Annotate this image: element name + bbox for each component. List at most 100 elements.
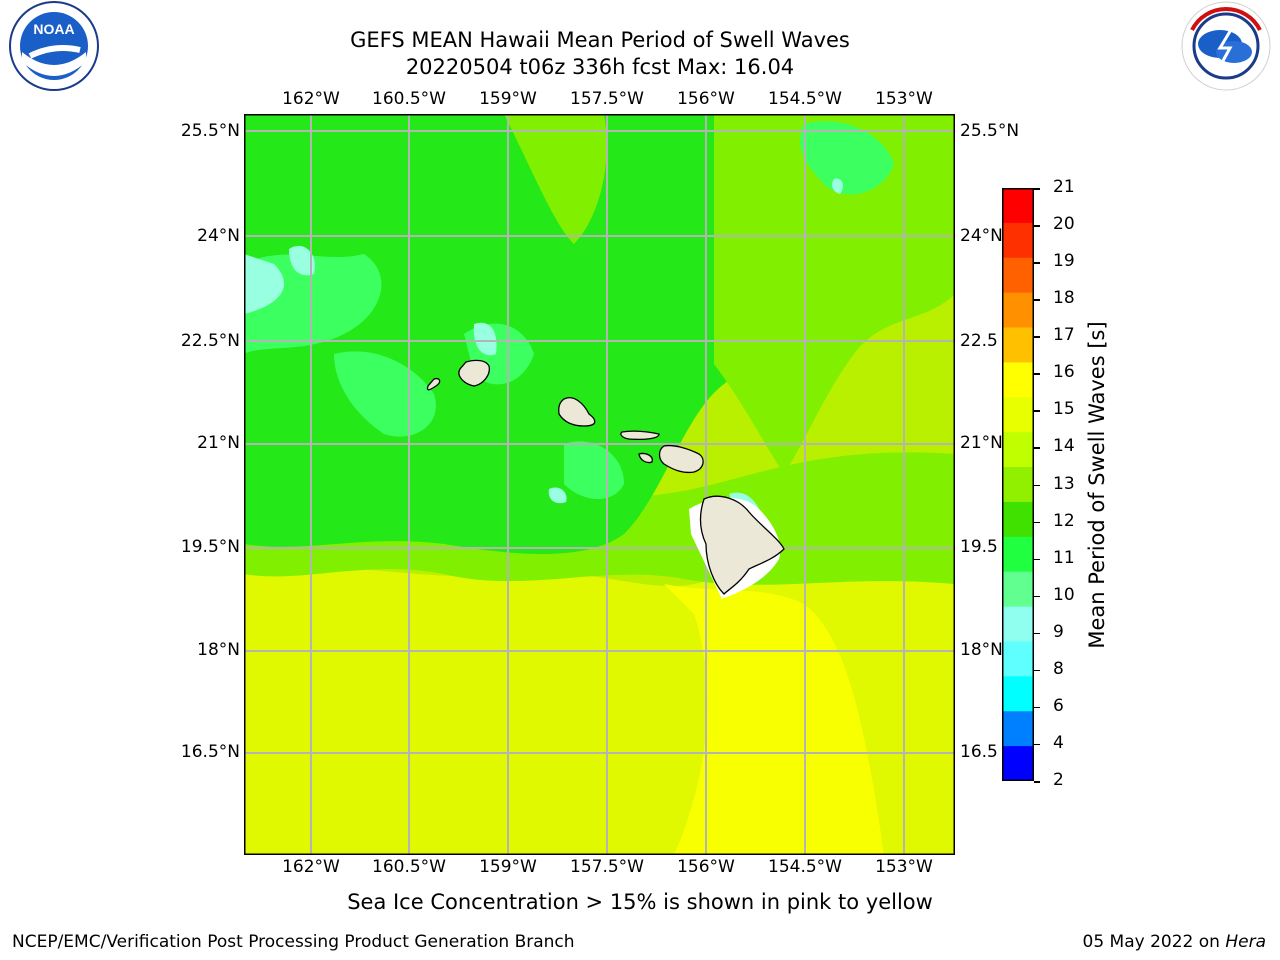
colorbar-segment (1002, 746, 1034, 781)
lat-label-right: 21°N (960, 433, 1003, 453)
colorbar-segment (1002, 641, 1034, 677)
colorbar-tick-label: 14 (1053, 436, 1075, 457)
plot-title-line1: GEFS MEAN Hawaii Mean Period of Swell Wa… (350, 28, 850, 52)
colorbar-segment (1002, 571, 1034, 608)
lon-label-bottom: 156°W (677, 857, 735, 877)
colorbar-tick-mark (1034, 669, 1040, 672)
colorbar-tick-mark (1034, 262, 1040, 264)
lon-label-bottom: 160.5°W (372, 857, 446, 877)
field-lt10 (289, 245, 315, 276)
colorbar-segment (1002, 711, 1034, 747)
colorbar-segment (1002, 397, 1034, 433)
colorbar-tick-mark (1034, 410, 1040, 412)
colorbar-tick-mark (1034, 521, 1040, 524)
field-lt10 (473, 322, 497, 356)
colorbar-tick-label: 8 (1053, 658, 1064, 679)
colorbar-tick-label: 20 (1053, 214, 1075, 235)
colorbar-segment (1002, 501, 1034, 538)
colorbar-tick-label: 21 (1053, 177, 1075, 197)
colorbar-tick-label: 10 (1053, 584, 1075, 605)
colorbar-tick-mark (1034, 706, 1040, 709)
map-frame (244, 114, 955, 855)
colorbar-tick-mark (1034, 595, 1040, 598)
colorbar-tick-label: 2 (1053, 770, 1064, 790)
lon-label-bottom: 153°W (875, 857, 933, 877)
colorbar-tick-label: 6 (1053, 695, 1064, 716)
colorbar-segment (1002, 536, 1034, 573)
island-maui (658, 444, 704, 474)
colorbar-segment (1002, 467, 1034, 503)
lon-label-top: 154.5°W (768, 89, 842, 109)
colorbar-segment (1002, 676, 1034, 712)
noaa-logo-icon: NOAA (0, 0, 108, 108)
footer-left: NCEP/EMC/Verification Post Processing Pr… (12, 932, 575, 952)
hawaiian-islands (426, 359, 785, 599)
colorbar-tick-label: 12 (1053, 510, 1075, 531)
colorbar-tick-label: 17 (1053, 325, 1075, 346)
island-kauai (458, 359, 490, 387)
colorbar-tick-label: 11 (1053, 547, 1075, 568)
lat-label-left: 22.5°N (180, 331, 240, 351)
colorbar-segment (1002, 327, 1034, 363)
colorbar-tick-mark (1034, 781, 1040, 783)
colorbar-tick-mark (1034, 225, 1040, 227)
noaa-logo-text: NOAA (33, 21, 74, 37)
lat-label-left: 18°N (197, 640, 240, 660)
colorbar-segment (1002, 188, 1034, 224)
colorbar-segment (1002, 257, 1034, 294)
nws-logo-icon (1172, 0, 1280, 108)
lat-label-right: 24°N (960, 226, 1003, 246)
colorbar-label: Mean Period of Swell Waves [s] (1085, 321, 1109, 649)
field-12-13-ne (714, 114, 955, 474)
colorbar-tick-label: 19 (1053, 251, 1075, 272)
colorbar (1002, 188, 1034, 781)
island-hawaii (699, 495, 785, 595)
colorbar-tick-mark (1034, 447, 1040, 449)
footer-right: 05 May 2022 on Hera (1083, 932, 1267, 952)
lat-label-right: 16.5 (960, 742, 998, 762)
sea-ice-note: Sea Ice Concentration > 15% is shown in … (347, 890, 933, 914)
lat-label-left: 19.5°N (180, 537, 240, 557)
lon-label-top: 156°W (677, 89, 735, 109)
lat-label-left: 16.5°N (180, 742, 240, 762)
colorbar-tick-label: 16 (1053, 362, 1075, 383)
colorbar-segment (1002, 362, 1034, 398)
lat-label-right: 18°N (960, 640, 1003, 660)
lat-label-left: 25.5°N (180, 121, 240, 141)
footer-host: Hera (1225, 932, 1266, 952)
colorbar-tick-mark (1034, 558, 1040, 561)
lat-label-left: 21°N (197, 433, 240, 453)
colorbar-segment (1002, 432, 1034, 468)
colorbar-tick-mark (1034, 484, 1040, 486)
colorbar-tick-mark (1034, 373, 1040, 375)
lon-label-top: 160.5°W (372, 89, 446, 109)
colorbar-tick-label: 9 (1053, 621, 1064, 642)
field-12-13-n (504, 114, 607, 244)
island-molokai (620, 430, 660, 440)
colorbar-tick-mark (1034, 632, 1040, 635)
field-lt10 (832, 178, 843, 194)
lon-label-bottom: 157.5°W (570, 857, 644, 877)
colorbar-tick-mark (1034, 188, 1040, 190)
footer-date: 05 May 2022 on (1082, 932, 1226, 952)
lon-label-top: 159°W (479, 89, 537, 109)
lat-label-right: 25.5°N (960, 121, 1020, 141)
colorbar-tick-label: 4 (1053, 732, 1064, 753)
swell-period-map (244, 114, 955, 855)
lat-label-right: 22.5 (960, 331, 998, 351)
field-10-11 (800, 121, 894, 195)
lon-label-bottom: 154.5°W (768, 857, 842, 877)
field-lt10 (548, 487, 567, 504)
colorbar-tick-mark (1034, 336, 1040, 338)
colorbar-segment (1002, 606, 1034, 642)
lon-label-top: 153°W (875, 89, 933, 109)
lon-label-bottom: 162°W (282, 857, 340, 877)
colorbar-tick-mark (1034, 743, 1040, 746)
island-oahu (558, 397, 596, 427)
island-niihau (426, 377, 441, 391)
field-lt10 (244, 254, 284, 314)
colorbar-segment (1002, 222, 1034, 259)
colorbar-tick-label: 13 (1053, 473, 1075, 494)
colorbar-tick-label: 15 (1053, 399, 1075, 420)
field-10-11 (564, 441, 624, 499)
